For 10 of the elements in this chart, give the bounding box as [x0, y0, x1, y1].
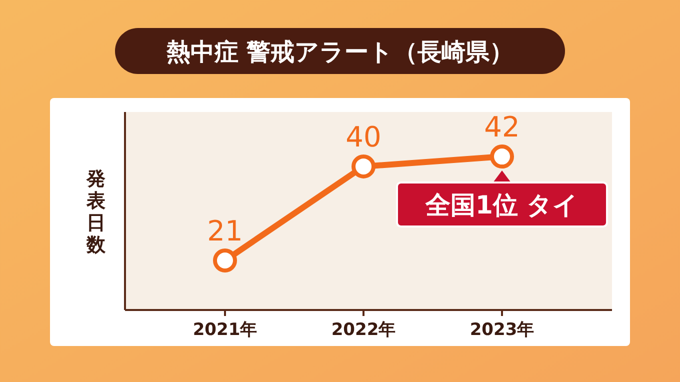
chart-title: 熱中症 警戒アラート（長崎県） — [165, 38, 514, 66]
x-tick-label: 2021年 — [192, 320, 258, 340]
annotation: 全国1位 タイ — [424, 190, 579, 220]
data-label: 40 — [346, 120, 382, 154]
y-axis-title: 発表日数 — [86, 168, 106, 256]
x-tick-label: 2023年 — [470, 320, 534, 340]
data-label: 21 — [207, 214, 243, 248]
callout: 全国1位 タイ — [396, 170, 608, 228]
x-tick-label: 2022年 — [331, 320, 396, 340]
data-label: 42 — [484, 110, 520, 144]
